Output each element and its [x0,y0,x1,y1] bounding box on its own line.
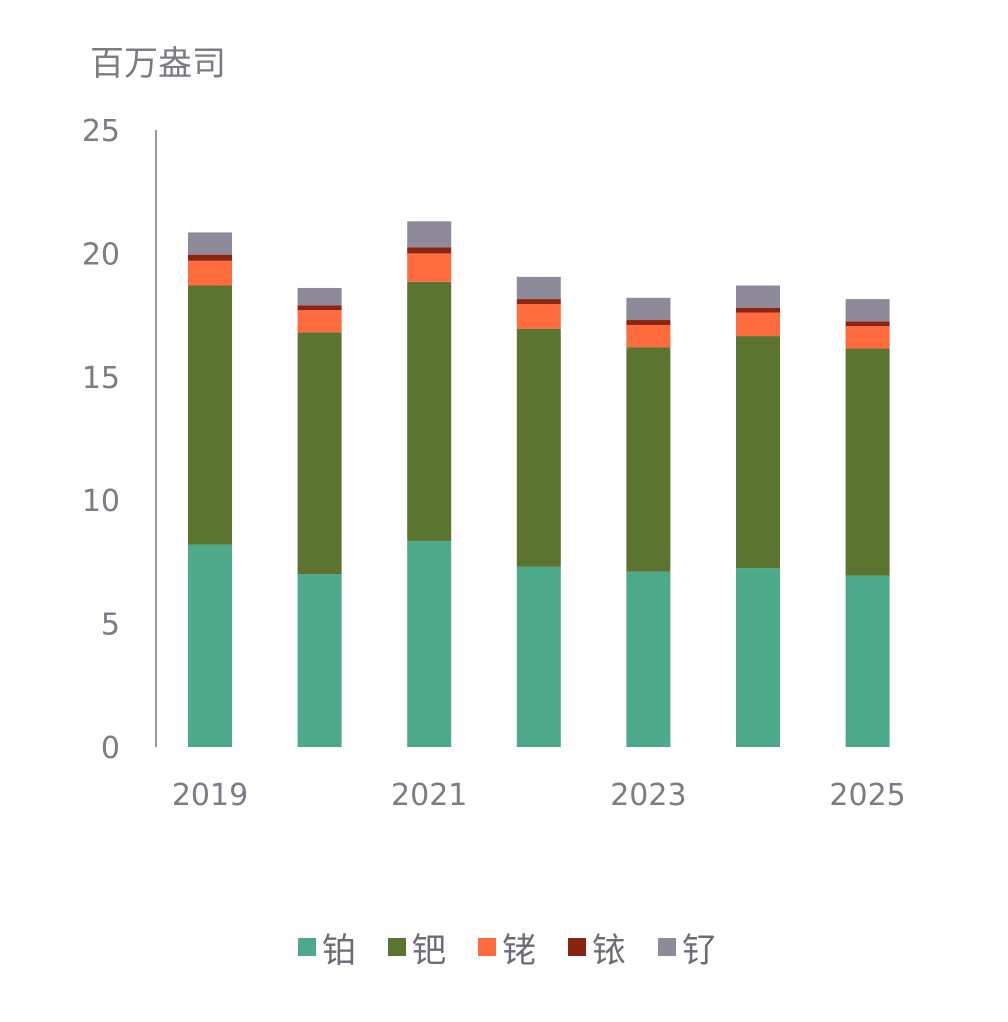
y-tick-label: 5 [101,608,120,643]
bar-segment [516,276,561,300]
bar-segment [407,281,452,541]
bar-segment [516,328,561,567]
x-tick-label: 2021 [391,778,467,813]
bar-segment [736,285,780,308]
bar-segment [845,321,890,327]
x-tick-label: 2019 [172,778,248,813]
bar-segment [516,566,561,747]
bar-segment [736,568,780,747]
bar-segment [845,575,890,747]
x-tick-label: 2025 [829,778,905,813]
bar-segment [626,297,671,321]
legend-swatch [388,938,406,956]
y-axis-unit-label: 百万盎司 [90,44,226,84]
bar-segment [297,305,342,311]
legend-label: 钌 [682,931,716,971]
y-axis-ticks: 0 5 10 15 20 25 [82,114,120,766]
y-tick-label: 15 [82,361,120,396]
legend-swatch [568,938,586,956]
bar-segment [188,232,232,255]
legend: 铂钯铑铱钌 [298,931,716,971]
legend-swatch [478,938,496,956]
bar-segment [297,574,342,747]
bar-segment [407,247,452,254]
bar-segment [516,303,561,329]
bar-segment [407,253,452,282]
legend-label: 铑 [502,931,536,971]
bar-segment [736,336,780,569]
bar-segment [626,571,671,747]
bar-segment [845,326,890,349]
legend-label: 铱 [592,931,626,971]
bar-segment [736,312,780,337]
y-tick-label: 25 [82,114,120,149]
bar-segment [845,299,890,322]
bars-group [188,221,890,747]
x-axis-ticks: 2019 2021 2023 2025 [172,778,906,813]
y-tick-label: 10 [82,484,120,519]
legend-label: 铂 [322,931,356,971]
bar-segment [188,285,232,545]
bar-segment [188,260,232,286]
bar-segment [736,307,780,313]
bar-segment [626,320,671,325]
bar-segment [626,324,671,348]
legend-label: 钯 [412,931,446,971]
bar-segment [297,287,342,306]
bar-segment [188,544,232,747]
x-tick-label: 2023 [610,778,686,813]
y-tick-label: 0 [101,731,120,766]
bar-segment [516,299,561,304]
bar-segment [845,348,890,576]
bar-segment [297,332,342,575]
legend-swatch [298,938,316,956]
bar-segment [297,310,342,333]
bar-segment [407,221,452,248]
bar-segment [407,540,452,747]
y-tick-label: 20 [82,237,120,272]
bar-segment [626,347,671,572]
bar-segment [188,254,232,261]
legend-swatch [658,938,676,956]
